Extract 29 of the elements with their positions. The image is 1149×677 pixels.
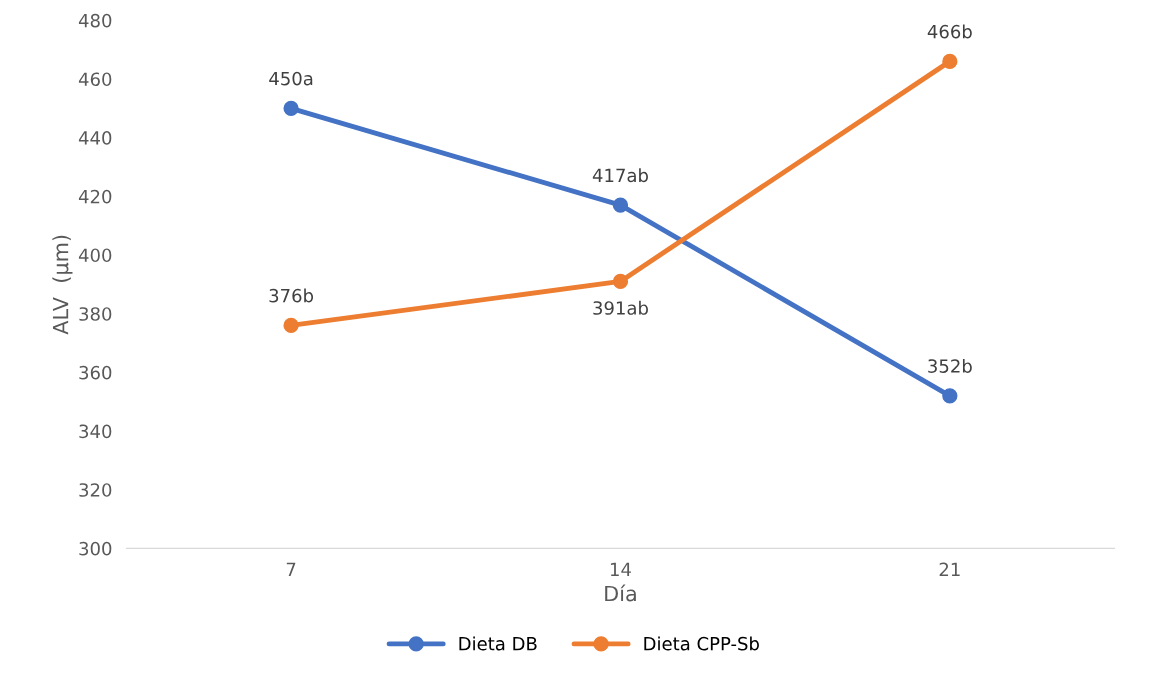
data-label: 450a: [269, 71, 313, 86]
data-label: 466b: [927, 24, 972, 39]
x-tick-label: 14: [610, 562, 631, 576]
y-tick-label: 340: [79, 424, 112, 439]
y-tick-label: 380: [79, 307, 112, 321]
point: [942, 388, 958, 404]
legend-label: Dieta DB: [459, 636, 537, 651]
point: [612, 273, 629, 290]
x-tick-label: 21: [939, 562, 960, 576]
y-tick-label: 400: [78, 248, 112, 263]
legend-label: Dieta CPP-Sb: [644, 636, 759, 651]
data-label: 391ab: [593, 300, 648, 315]
point: [612, 197, 629, 213]
y-axis-title: ALV (µm): [52, 235, 73, 335]
point: [283, 100, 299, 116]
x-tick-label: 7: [286, 562, 296, 576]
y-tick-label: 460: [78, 72, 112, 87]
point: [283, 317, 299, 334]
data-label: 352b: [928, 358, 972, 373]
y-tick-label: 480: [78, 13, 112, 28]
x-axis-title: Día: [605, 584, 636, 602]
data-label: 417ab: [592, 168, 648, 183]
data-label: 376b: [269, 288, 314, 303]
y-tick-label: 440: [78, 131, 112, 145]
y-tick-label: 320: [79, 483, 112, 497]
y-tick-label: 300: [79, 541, 112, 556]
y-tick-label: 360: [79, 365, 112, 380]
point: [942, 53, 958, 70]
y-tick-label: 420: [78, 189, 112, 204]
